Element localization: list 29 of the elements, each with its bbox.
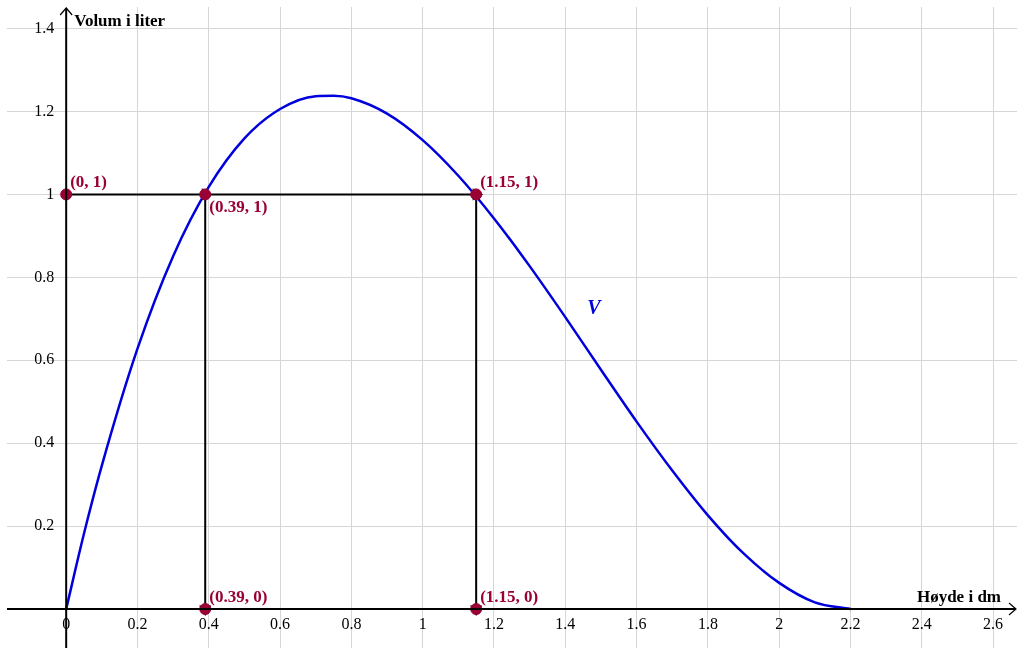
y-tick-label: 0.8 <box>34 267 55 285</box>
line-series <box>64 94 852 611</box>
annotation: (0, 1) <box>70 172 108 192</box>
x-tick-label: 1.8 <box>697 614 718 632</box>
x-tick-label: 0.2 <box>127 614 148 632</box>
x-tick-label: 0.4 <box>198 614 219 632</box>
x-tick-label: 1.6 <box>626 614 647 632</box>
y-axis-title: Volum i liter <box>74 11 166 31</box>
x-tick-label: 0.8 <box>341 614 362 632</box>
x-tick-label: 0.6 <box>270 614 291 632</box>
annotation: (1.15, 0) <box>480 586 539 606</box>
x-tick-label: 1.4 <box>555 614 576 632</box>
x-tick-label: 2.2 <box>840 614 861 632</box>
y-tick-label: 1.2 <box>34 101 55 119</box>
x-tick-label: 1 <box>418 614 427 632</box>
x-axis-title: Høyde i dm <box>916 586 1001 606</box>
y-tick-label: 0.6 <box>34 350 55 368</box>
series-label: V <box>587 296 603 319</box>
annotation: (1.15, 1) <box>480 172 539 192</box>
y-tick-label: 1.4 <box>34 18 55 36</box>
y-tick-label: 0.2 <box>34 516 55 534</box>
x-tick-label: 2 <box>775 614 784 632</box>
y-tick-label: 1 <box>46 184 55 202</box>
annotation: (0.39, 0) <box>209 586 268 606</box>
x-tick-label: 2.4 <box>911 614 932 632</box>
x-tick-label: 1.2 <box>484 614 504 632</box>
y-tick-label: 0.4 <box>34 433 55 451</box>
annotation: (0.39, 1) <box>209 197 268 217</box>
x-tick-label: 2.6 <box>983 614 1004 632</box>
